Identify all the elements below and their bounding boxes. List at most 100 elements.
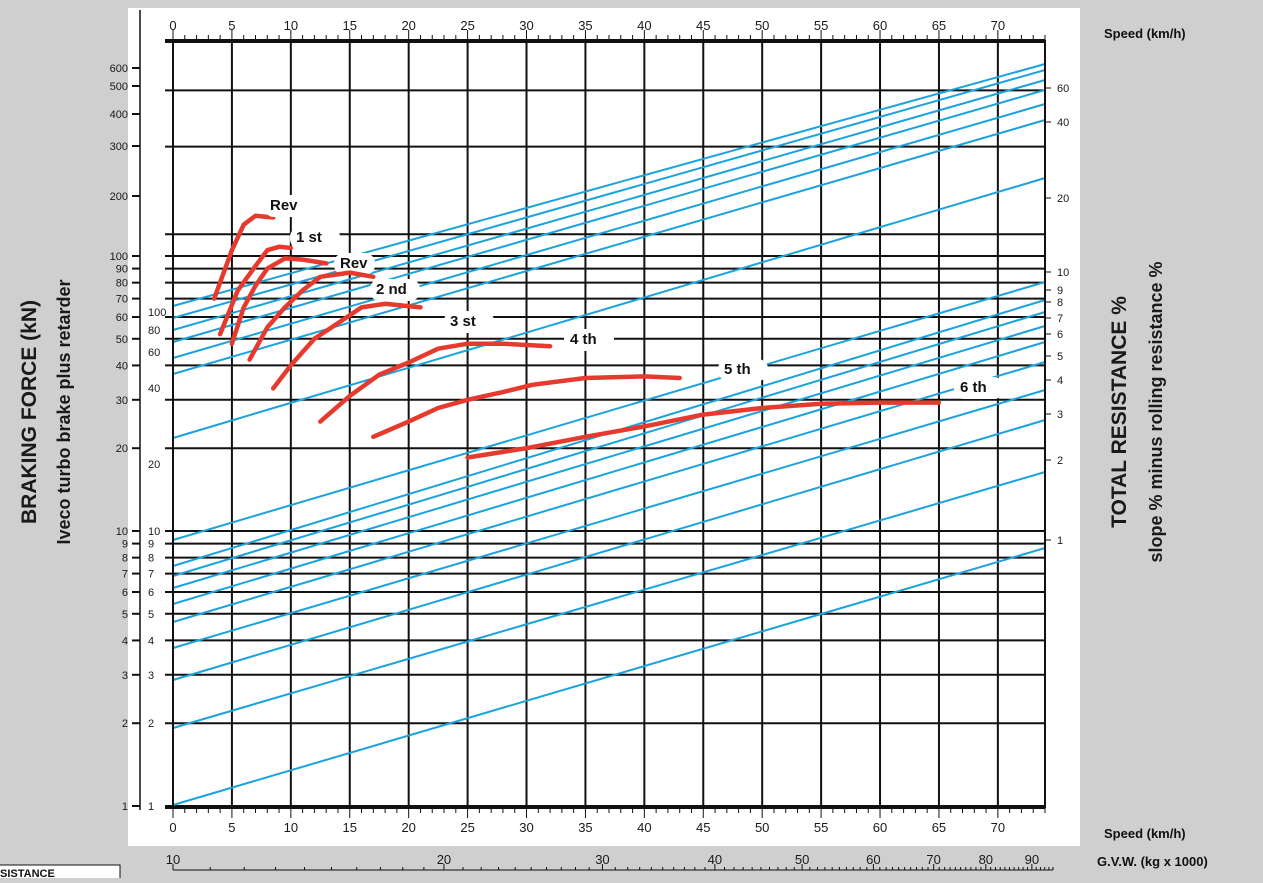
gvw-tick-label: 30 — [595, 852, 609, 867]
x-tick-label-top: 0 — [169, 18, 176, 33]
y-inner-tick-label: 4 — [148, 635, 154, 647]
y-tick-label: 5 — [122, 609, 128, 621]
gear-label-text: 5 th — [724, 361, 751, 378]
x-tick-label-top: 40 — [637, 18, 651, 33]
y-inner-tick-label: 60 — [148, 347, 160, 359]
inset-box: SISTANCE — [0, 864, 121, 883]
y-tick-label: 50 — [116, 334, 128, 346]
x-tick-label-bottom: 70 — [991, 820, 1005, 835]
y-tick-label: 60 — [116, 312, 128, 324]
resistance-line — [172, 177, 1046, 439]
inset-fragment: SISTANCE — [0, 868, 55, 878]
y-tick-label: 90 — [116, 264, 128, 276]
gvw-tick-label: 10 — [166, 852, 180, 867]
x-tick-label-bottom: 0 — [169, 820, 176, 835]
resistance-line — [172, 281, 1046, 541]
left-title-line2: Iveco turbo brake plus retarder — [54, 279, 74, 544]
x-tick-label-bottom: 5 — [228, 820, 235, 835]
speed-bottom-label: Speed (km/h) — [1104, 826, 1186, 841]
resistance-lines — [172, 63, 1046, 806]
x-tick-label-bottom: 30 — [519, 820, 533, 835]
gear-curves: Rev 1 st Rev 2 nd 3 st 4 th 5 th 6 th — [211, 195, 1004, 460]
gvw-tick-label: 60 — [866, 852, 880, 867]
y-tick-label: 600 — [110, 63, 128, 75]
gear-curve-4-th — [318, 341, 553, 424]
y-tick-label: 80 — [116, 278, 128, 290]
gear-curve-3-st — [270, 301, 423, 391]
right-tick-label: 60 — [1057, 83, 1069, 95]
y-inner-tick-label: 3 — [148, 670, 154, 682]
y-tick-label: 4 — [122, 635, 128, 647]
right-tick-label: 10 — [1057, 267, 1069, 279]
resistance-line — [172, 361, 1046, 623]
gear-label: 3 st — [444, 311, 494, 333]
x-tick-label-bottom: 35 — [578, 820, 592, 835]
y-inner-tick-label: 1 — [148, 801, 154, 813]
y-tick-label: 100 — [110, 251, 128, 263]
resistance-line — [172, 103, 1046, 359]
y-inner-tick-label: 2 — [148, 718, 154, 730]
y-inner-tick-label: 100 — [148, 307, 166, 319]
gear-label-bg — [954, 377, 1004, 399]
gvw-tick-label: 80 — [979, 852, 993, 867]
y-tick-label: 3 — [122, 670, 128, 682]
x-tick-label-bottom: 50 — [755, 820, 769, 835]
gvw-tick-label: 50 — [795, 852, 809, 867]
gear-curve-rev — [229, 256, 329, 346]
gear-label-text: 6 th — [960, 379, 987, 396]
y-inner-tick-label: 40 — [148, 383, 160, 395]
x-tick-label-top: 45 — [696, 18, 710, 33]
gear-curve-2-nd — [247, 270, 376, 362]
y-inner-tick-label: 5 — [148, 609, 154, 621]
y-tick-label: 2 — [122, 718, 128, 730]
gear-label: 4 th — [564, 329, 614, 351]
gvw-tick-label: 20 — [437, 852, 451, 867]
right-tick-label: 9 — [1057, 285, 1063, 297]
y-tick-label: 6 — [122, 587, 128, 599]
x-tick-label-top: 70 — [991, 18, 1005, 33]
gear-curve-6-th — [465, 400, 942, 460]
x-tick-label-top: 30 — [519, 18, 533, 33]
gear-label: 1 st — [290, 227, 340, 249]
gear-label: Rev — [334, 253, 375, 275]
right-tick-label: 6 — [1057, 329, 1063, 341]
x-tick-label-bottom: 15 — [343, 820, 357, 835]
y-tick-label: 400 — [110, 109, 128, 121]
right-tick-label: 1 — [1057, 535, 1063, 547]
x-tick-label-top: 25 — [460, 18, 474, 33]
x-tick-label-top: 60 — [873, 18, 887, 33]
gear-label-bg — [264, 195, 305, 217]
x-tick-label-bottom: 45 — [696, 820, 710, 835]
right-tick-label: 2 — [1057, 455, 1063, 467]
right-tick-label: 7 — [1057, 313, 1063, 325]
x-tick-label-top: 35 — [578, 18, 592, 33]
gear-label-text: 4 th — [570, 331, 597, 348]
gear-label-text: Rev — [270, 197, 298, 214]
resistance-line — [172, 389, 1046, 649]
right-tick-label: 3 — [1057, 409, 1063, 421]
gear-label: 5 th — [718, 359, 768, 381]
grid-lines — [165, 40, 1045, 808]
resistance-line — [172, 119, 1046, 375]
y-tick-label: 70 — [116, 294, 128, 306]
x-tick-label-top: 55 — [814, 18, 828, 33]
right-tick-label: 5 — [1057, 351, 1063, 363]
x-tick-label-bottom: 10 — [284, 820, 298, 835]
resistance-line — [172, 547, 1046, 806]
y-tick-label: 500 — [110, 81, 128, 93]
resistance-line — [172, 325, 1046, 589]
right-tick-label: 20 — [1057, 193, 1069, 205]
right-tick-label: 40 — [1057, 117, 1069, 129]
x-tick-label-bottom: 40 — [637, 820, 651, 835]
y-inner-tick-label: 80 — [148, 325, 160, 337]
right-title-line2: slope % minus rolling resistance % — [1146, 261, 1166, 562]
x-tick-label-bottom: 55 — [814, 820, 828, 835]
gear-label-bg — [718, 359, 768, 381]
gear-label-bg — [564, 329, 614, 351]
y-tick-label: 30 — [116, 395, 128, 407]
resistance-line — [172, 311, 1046, 577]
gear-label-bg — [334, 253, 375, 275]
gvw-tick-label: 40 — [708, 852, 722, 867]
y-tick-label: 10 — [116, 526, 128, 538]
